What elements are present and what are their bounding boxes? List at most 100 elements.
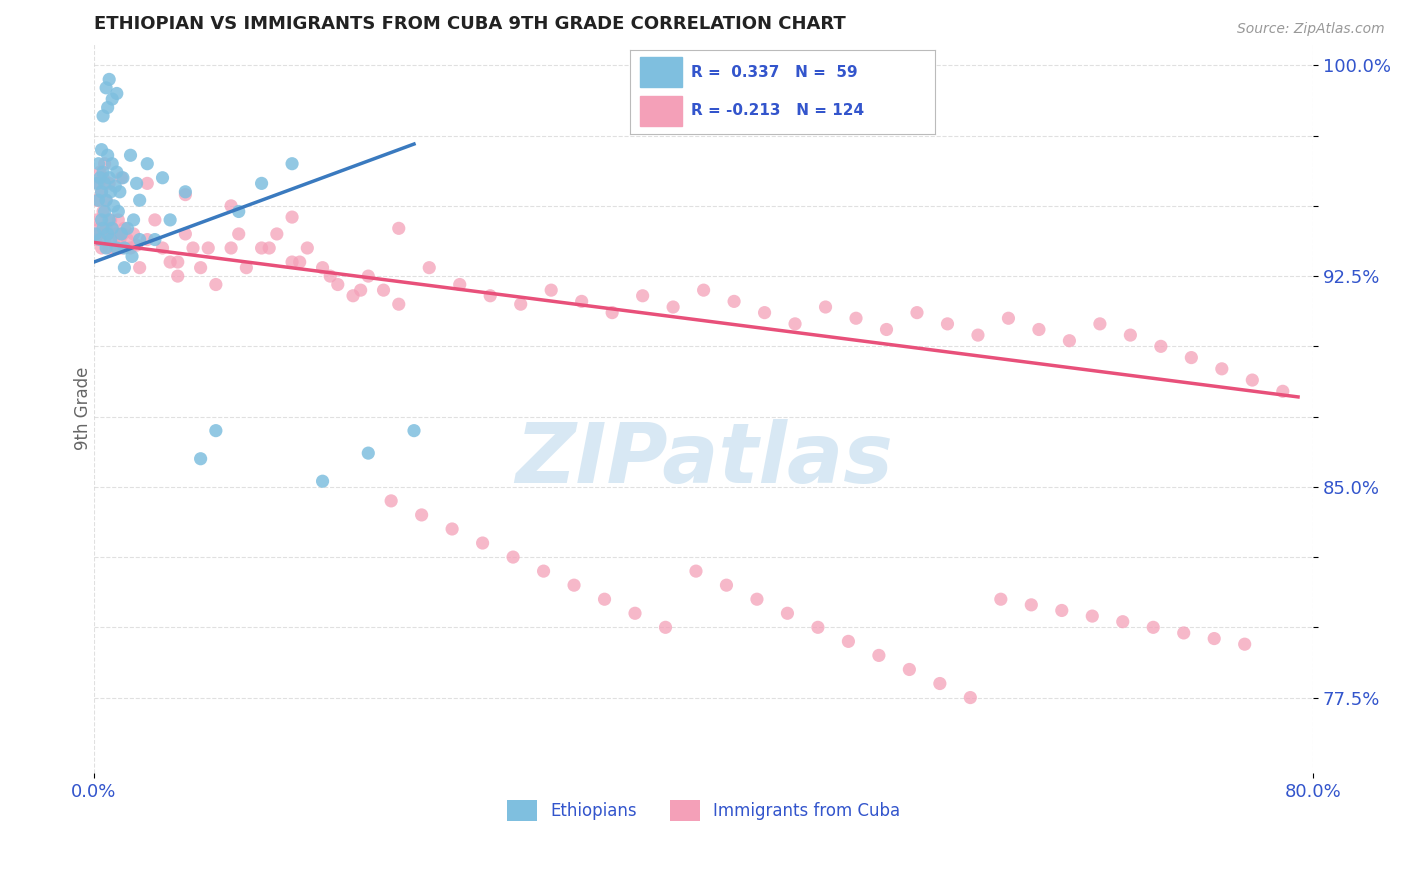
Point <box>86 177 108 191</box>
Point <box>89 170 111 185</box>
Point <box>91 170 114 185</box>
Point <box>502 550 524 565</box>
Point <box>449 277 471 292</box>
Point <box>662 300 685 314</box>
Point <box>219 199 242 213</box>
Point <box>94 193 117 207</box>
Point <box>266 227 288 241</box>
Point <box>94 241 117 255</box>
Point <box>471 536 494 550</box>
Point <box>101 157 124 171</box>
Point <box>600 305 623 319</box>
Point <box>105 241 128 255</box>
Point <box>86 213 108 227</box>
Point <box>1050 603 1073 617</box>
Point <box>98 170 121 185</box>
Point <box>91 204 114 219</box>
Point <box>166 255 188 269</box>
Point <box>91 109 114 123</box>
Point <box>111 227 134 241</box>
Point <box>174 227 197 241</box>
Point <box>100 185 122 199</box>
Point <box>93 177 115 191</box>
Point <box>807 620 830 634</box>
Point <box>868 648 890 663</box>
Point <box>121 249 143 263</box>
Text: ETHIOPIAN VS IMMIGRANTS FROM CUBA 9TH GRADE CORRELATION CHART: ETHIOPIAN VS IMMIGRANTS FROM CUBA 9TH GR… <box>94 15 845 33</box>
Point <box>654 620 676 634</box>
Point <box>997 311 1019 326</box>
Point <box>1081 609 1104 624</box>
Point <box>125 177 148 191</box>
Point <box>105 87 128 101</box>
Point <box>91 165 114 179</box>
Point <box>122 227 145 241</box>
Point <box>845 311 868 326</box>
Point <box>117 221 139 235</box>
Point <box>87 227 110 241</box>
Point <box>91 221 114 235</box>
Text: ZIPatlas: ZIPatlas <box>515 419 893 500</box>
Point <box>94 193 117 207</box>
Point <box>101 221 124 235</box>
Point <box>928 676 950 690</box>
Point <box>281 210 304 224</box>
Point <box>90 241 112 255</box>
Point <box>97 227 120 241</box>
Point <box>87 193 110 207</box>
Point <box>1173 626 1195 640</box>
Point <box>357 446 380 460</box>
Point <box>723 294 745 309</box>
Point <box>94 80 117 95</box>
Point <box>959 690 981 705</box>
Point <box>125 238 148 252</box>
Point <box>1142 620 1164 634</box>
Point <box>411 508 433 522</box>
Point <box>311 474 333 488</box>
Point <box>1150 339 1173 353</box>
Point <box>228 227 250 241</box>
Point <box>181 241 204 255</box>
Point <box>197 241 219 255</box>
Point <box>103 199 125 213</box>
Point <box>205 277 228 292</box>
Point <box>257 241 280 255</box>
Point <box>319 269 342 284</box>
Point <box>166 269 188 284</box>
Point <box>90 143 112 157</box>
Point <box>562 578 585 592</box>
Point <box>93 233 115 247</box>
Y-axis label: 9th Grade: 9th Grade <box>75 367 91 450</box>
Point <box>104 241 127 255</box>
Point <box>219 241 242 255</box>
Point <box>418 260 440 275</box>
Point <box>350 283 373 297</box>
Point <box>97 227 120 241</box>
Point <box>110 227 132 241</box>
Text: Source: ZipAtlas.com: Source: ZipAtlas.com <box>1237 22 1385 37</box>
Point <box>1119 328 1142 343</box>
Point <box>1241 373 1264 387</box>
Point <box>105 165 128 179</box>
Point <box>281 255 304 269</box>
Point <box>342 289 364 303</box>
Point <box>112 260 135 275</box>
Point <box>1233 637 1256 651</box>
Point <box>112 241 135 255</box>
Point <box>90 185 112 199</box>
Point <box>107 213 129 227</box>
Point <box>90 185 112 199</box>
Point <box>143 233 166 247</box>
Point <box>112 221 135 235</box>
Point <box>108 233 131 247</box>
Point <box>1112 615 1135 629</box>
Point <box>311 260 333 275</box>
Point <box>143 213 166 227</box>
Point <box>89 221 111 235</box>
Point <box>97 148 120 162</box>
Point <box>326 277 349 292</box>
Point <box>441 522 464 536</box>
Point <box>101 92 124 106</box>
Point <box>388 221 411 235</box>
Point <box>174 185 197 199</box>
